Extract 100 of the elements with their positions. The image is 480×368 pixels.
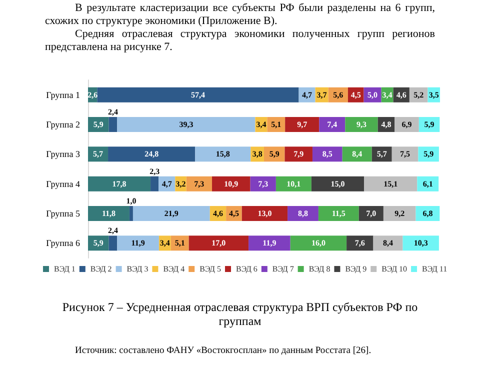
bar bbox=[188, 236, 249, 251]
data-label: 6,1 bbox=[422, 179, 433, 188]
bar bbox=[312, 146, 342, 162]
data-label: 10,1 bbox=[286, 179, 301, 188]
data-label: 5,9 bbox=[93, 238, 104, 248]
bar bbox=[88, 206, 130, 221]
data-label: 13,0 bbox=[258, 209, 272, 218]
bar bbox=[418, 146, 439, 162]
y-tick-label: Группа 4 bbox=[46, 178, 80, 189]
data-label: 5,0 bbox=[368, 90, 378, 100]
data-label: 3,4 bbox=[382, 90, 392, 100]
data-label: 5,9 bbox=[424, 120, 434, 129]
y-tick-label: Группа 5 bbox=[46, 208, 80, 218]
legend-label: ВЭД 3 bbox=[126, 264, 148, 274]
data-label: 24,8 bbox=[144, 150, 159, 159]
data-label: 11,8 bbox=[102, 209, 116, 218]
y-tick-label: Группа 6 bbox=[46, 238, 80, 248]
data-label: 9,2 bbox=[394, 209, 405, 218]
data-label: 3,7 bbox=[316, 90, 327, 100]
bar bbox=[290, 236, 347, 251]
data-label: 10,9 bbox=[224, 179, 238, 188]
data-label: 8,8 bbox=[298, 209, 308, 218]
data-label: 2,3 bbox=[150, 166, 160, 176]
data-label: 17,0 bbox=[212, 238, 226, 248]
data-label: 6,9 bbox=[402, 120, 412, 129]
legend-label: ВЭД 2 bbox=[90, 264, 112, 274]
legend-label: ВЭД 7 bbox=[272, 264, 294, 274]
bar bbox=[186, 176, 212, 192]
legend-label: ВЭД 10 bbox=[382, 264, 408, 274]
data-label: 15,1 bbox=[384, 179, 398, 188]
legend-label: ВЭД 4 bbox=[163, 264, 185, 274]
text: Средняя отраслевая структура экономики полученных групп регионов представлена на рисунке 7. bbox=[45, 28, 435, 54]
text: В результате кластеризации все субъекты РФ были разделены на 6 групп, схожих по структуре экономики (Приложение В). bbox=[45, 2, 435, 28]
y-tick-label: Группа 3 bbox=[46, 149, 80, 160]
bar bbox=[150, 176, 159, 192]
bar bbox=[117, 236, 159, 251]
bar bbox=[108, 146, 196, 162]
data-label: 10,3 bbox=[414, 238, 428, 248]
data-label: 3,5 bbox=[428, 90, 439, 100]
bar bbox=[417, 176, 439, 192]
data-label: 1,0 bbox=[126, 196, 136, 206]
bar bbox=[383, 206, 416, 221]
legend-label: ВЭД 11 bbox=[422, 264, 448, 274]
data-label: 5,7 bbox=[93, 150, 104, 159]
data-label: 7,9 bbox=[294, 150, 304, 159]
data-label: 4,6 bbox=[212, 209, 223, 218]
bar bbox=[242, 206, 288, 221]
data-label: 21,9 bbox=[164, 209, 178, 218]
legend-label: ВЭД 6 bbox=[236, 264, 258, 274]
data-label: 9,7 bbox=[297, 120, 308, 129]
bar bbox=[250, 176, 276, 192]
data-label: 7,3 bbox=[194, 179, 204, 188]
data-label: 9,3 bbox=[356, 120, 366, 129]
bar bbox=[402, 236, 439, 251]
data-label: 7,6 bbox=[354, 238, 365, 248]
data-label: 3,8 bbox=[252, 150, 262, 159]
bar bbox=[358, 206, 384, 221]
data-label: 2,4 bbox=[108, 226, 118, 236]
data-label: 3,2 bbox=[176, 179, 186, 188]
data-label: 15,0 bbox=[330, 179, 345, 188]
data-label: 11,5 bbox=[332, 209, 346, 218]
bar bbox=[129, 206, 133, 221]
legend-label: ВЭД 5 bbox=[200, 264, 222, 274]
data-label: 5,9 bbox=[424, 150, 434, 159]
data-label: 11,9 bbox=[262, 238, 276, 248]
y-tick-label: Группа 2 bbox=[46, 120, 80, 130]
data-label: 4,7 bbox=[162, 179, 172, 188]
data-label: 5,7 bbox=[376, 150, 387, 159]
bar bbox=[108, 236, 118, 251]
data-label: 16,0 bbox=[311, 238, 326, 248]
legend-label: ВЭД 8 bbox=[308, 264, 330, 274]
data-label: 2,4 bbox=[108, 108, 118, 116]
data-label: 5,1 bbox=[271, 120, 282, 129]
bar bbox=[117, 117, 256, 132]
data-label: 4,5 bbox=[228, 209, 239, 218]
bar bbox=[346, 236, 374, 251]
legend-label: ВЭД 9 bbox=[345, 264, 367, 274]
data-label: 8,4 bbox=[383, 238, 394, 248]
bar bbox=[364, 176, 418, 192]
data-label: 4,8 bbox=[381, 120, 392, 129]
bar bbox=[276, 176, 312, 192]
data-label: 39,3 bbox=[179, 120, 194, 129]
data-label: 7,5 bbox=[400, 150, 410, 159]
data-label: 11,9 bbox=[131, 238, 145, 248]
data-label: 8,5 bbox=[322, 150, 332, 159]
data-label: 3,4 bbox=[160, 238, 170, 248]
data-label: 3,4 bbox=[256, 120, 266, 129]
text: Рисунок 7 – Усредненная отраслевая структура ВРП субъектов РФ по группам bbox=[61, 300, 419, 328]
bar bbox=[195, 146, 251, 162]
data-label: 7,3 bbox=[258, 179, 268, 188]
bar bbox=[392, 146, 418, 162]
data-label: 7,4 bbox=[327, 120, 338, 129]
bar bbox=[394, 117, 419, 132]
bar bbox=[284, 146, 312, 162]
bar bbox=[97, 87, 299, 102]
data-label: 17,8 bbox=[112, 179, 126, 188]
bar bbox=[288, 206, 318, 221]
bar bbox=[108, 117, 118, 132]
data-label: 5,9 bbox=[269, 150, 280, 159]
data-label: 4,7 bbox=[302, 90, 312, 100]
